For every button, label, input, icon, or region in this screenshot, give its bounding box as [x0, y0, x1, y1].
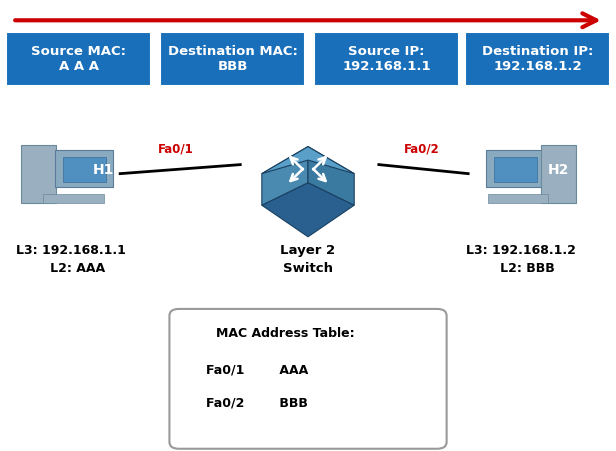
FancyBboxPatch shape [44, 194, 103, 203]
FancyBboxPatch shape [63, 157, 106, 182]
Text: Source MAC:
A A A: Source MAC: A A A [31, 45, 126, 73]
Text: Destination MAC:
BBB: Destination MAC: BBB [168, 45, 298, 73]
FancyBboxPatch shape [169, 309, 447, 449]
FancyBboxPatch shape [488, 194, 548, 203]
FancyBboxPatch shape [465, 32, 610, 86]
Polygon shape [262, 147, 308, 205]
Text: H1: H1 [92, 163, 114, 177]
Text: MAC Address Table:: MAC Address Table: [216, 327, 354, 340]
FancyBboxPatch shape [6, 32, 151, 86]
Polygon shape [308, 147, 354, 205]
FancyBboxPatch shape [160, 32, 305, 86]
Text: Source IP:
192.168.1.1: Source IP: 192.168.1.1 [342, 45, 431, 73]
Text: L3: 192.168.1.2
   L2: BBB: L3: 192.168.1.2 L2: BBB [466, 244, 575, 275]
FancyBboxPatch shape [55, 150, 113, 188]
Text: H2: H2 [548, 163, 569, 177]
Polygon shape [262, 183, 354, 237]
Text: Fa0/1        AAA: Fa0/1 AAA [206, 363, 309, 376]
FancyBboxPatch shape [493, 157, 537, 182]
Text: L3: 192.168.1.1
   L2: AAA: L3: 192.168.1.1 L2: AAA [16, 244, 126, 275]
Text: Fa0/1: Fa0/1 [158, 143, 193, 156]
Polygon shape [262, 147, 354, 174]
FancyBboxPatch shape [541, 144, 576, 203]
Text: Destination IP:
192.168.1.2: Destination IP: 192.168.1.2 [482, 45, 593, 73]
FancyBboxPatch shape [21, 144, 55, 203]
Text: Fa0/2: Fa0/2 [404, 143, 440, 156]
FancyBboxPatch shape [486, 150, 545, 188]
Text: Layer 2
Switch: Layer 2 Switch [280, 244, 336, 275]
Text: Fa0/2        BBB: Fa0/2 BBB [206, 397, 308, 410]
FancyBboxPatch shape [314, 32, 459, 86]
